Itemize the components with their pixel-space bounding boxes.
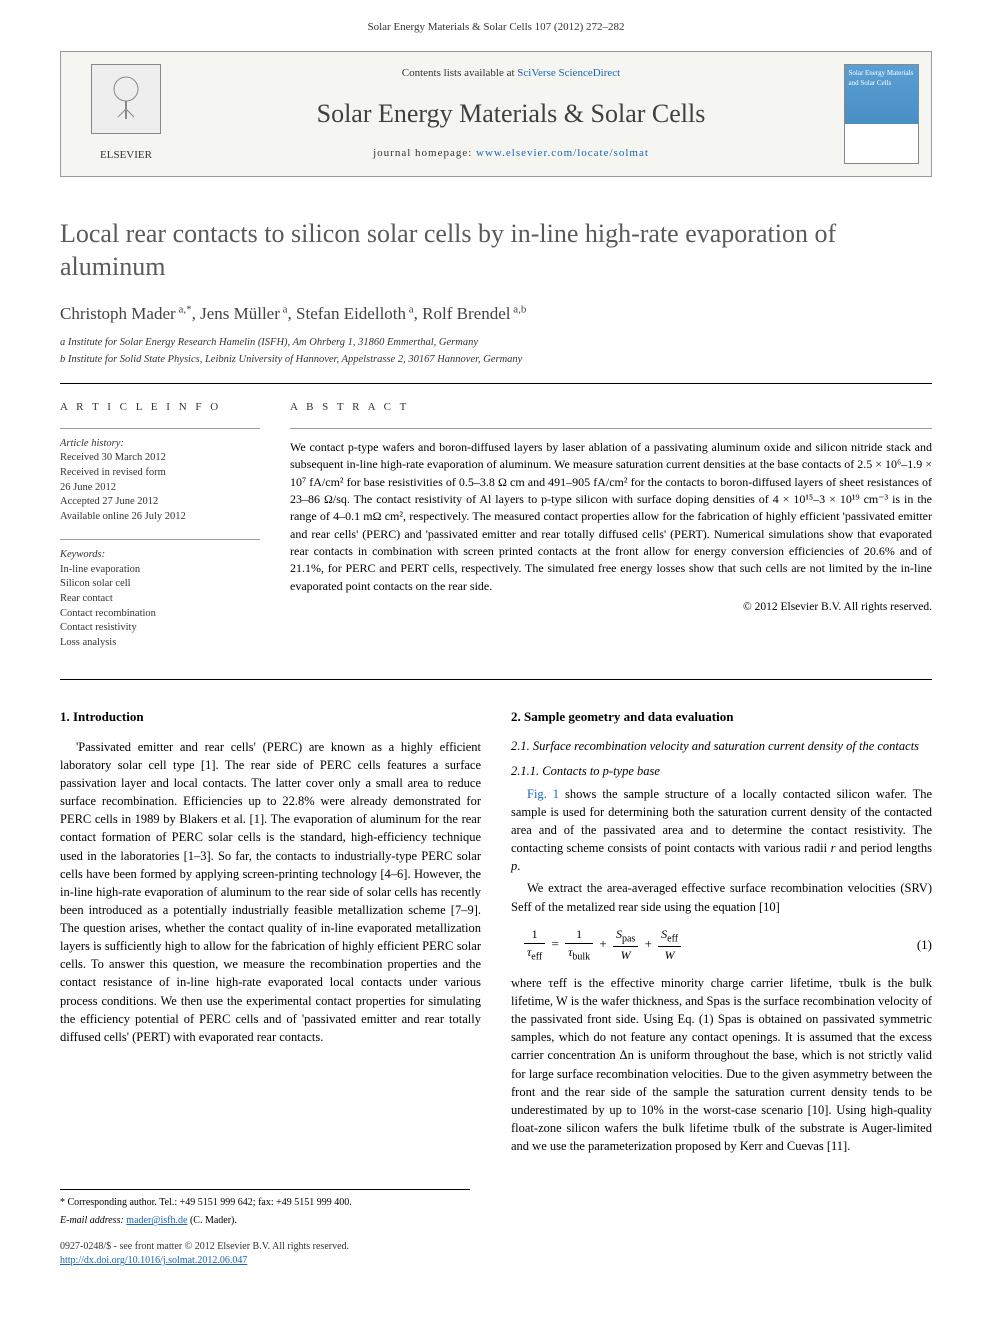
publisher-name: ELSEVIER — [100, 148, 152, 163]
body-paragraph: Fig. 1 shows the sample structure of a l… — [511, 785, 932, 876]
publisher-block: ELSEVIER — [61, 52, 191, 175]
corresponding-author-note: * Corresponding author. Tel.: +49 5151 9… — [60, 1196, 470, 1210]
section-1-heading: 1. Introduction — [60, 708, 481, 726]
publication-footer: 0927-0248/$ - see front matter © 2012 El… — [60, 1240, 932, 1268]
right-column: 2. Sample geometry and data evaluation 2… — [511, 708, 932, 1160]
body-paragraph: We extract the area-averaged effective s… — [511, 879, 932, 915]
affiliations: a Institute for Solar Energy Research Ha… — [60, 336, 932, 367]
footnotes: * Corresponding author. Tel.: +49 5151 9… — [60, 1189, 470, 1228]
journal-homepage-link[interactable]: www.elsevier.com/locate/solmat — [476, 147, 649, 159]
article-history: Article history: Received 30 March 2012 … — [60, 437, 260, 525]
author-list: Christoph Mader a,*, Jens Müller a, Stef… — [60, 302, 932, 326]
section-2-1-1-heading: 2.1.1. Contacts to p-type base — [511, 763, 932, 781]
journal-homepage-line: journal homepage: www.elsevier.com/locat… — [201, 146, 821, 161]
equation-1: 1τeff = 1τbulk + SpasW + SeffW (1) — [511, 926, 932, 964]
keywords-block: Keywords: In-line evaporation Silicon so… — [60, 548, 260, 651]
journal-masthead: ELSEVIER Contents lists available at Sci… — [60, 51, 932, 176]
body-paragraph: where τeff is the effective minority cha… — [511, 974, 932, 1155]
abstract-heading: A B S T R A C T — [290, 400, 932, 415]
elsevier-tree-icon — [91, 64, 161, 134]
body-columns: 1. Introduction 'Passivated emitter and … — [60, 708, 932, 1160]
figure-ref-link[interactable]: Fig. 1 — [527, 787, 559, 801]
section-2-heading: 2. Sample geometry and data evaluation — [511, 708, 932, 726]
running-header: Solar Energy Materials & Solar Cells 107… — [0, 0, 992, 41]
left-column: 1. Introduction 'Passivated emitter and … — [60, 708, 481, 1160]
email-line: E-mail address: mader@isfh.de (C. Mader)… — [60, 1214, 470, 1228]
doi-link[interactable]: http://dx.doi.org/10.1016/j.solmat.2012.… — [60, 1255, 247, 1266]
section-2-1-heading: 2.1. Surface recombination velocity and … — [511, 738, 932, 756]
affiliation-a: a Institute for Solar Energy Research Ha… — [60, 336, 932, 351]
journal-reference: Solar Energy Materials & Solar Cells 107… — [367, 20, 624, 35]
abstract-copyright: © 2012 Elsevier B.V. All rights reserved… — [290, 599, 932, 615]
journal-title: Solar Energy Materials & Solar Cells — [201, 96, 821, 132]
affiliation-b: b Institute for Solid State Physics, Lei… — [60, 353, 932, 368]
divider — [60, 679, 932, 680]
author-email-link[interactable]: mader@isfh.de — [126, 1215, 187, 1226]
abstract-block: A B S T R A C T We contact p-type wafers… — [290, 384, 932, 664]
journal-cover-thumbnail: Solar Energy Materials and Solar Cells — [844, 64, 919, 164]
contents-available-line: Contents lists available at SciVerse Sci… — [201, 66, 821, 81]
intro-paragraph: 'Passivated emitter and rear cells' (PER… — [60, 738, 481, 1046]
equation-number: (1) — [902, 936, 932, 954]
equation-body: 1τeff = 1τbulk + SpasW + SeffW — [511, 926, 902, 964]
masthead-center: Contents lists available at SciVerse Sci… — [191, 52, 831, 175]
sciencedirect-link[interactable]: SciVerse ScienceDirect — [517, 67, 620, 79]
issn-line: 0927-0248/$ - see front matter © 2012 El… — [60, 1240, 932, 1254]
article-info-block: A R T I C L E I N F O Article history: R… — [60, 384, 260, 664]
info-abstract-row: A R T I C L E I N F O Article history: R… — [60, 384, 932, 664]
article-info-heading: A R T I C L E I N F O — [60, 400, 260, 415]
abstract-text: We contact p-type wafers and boron-diffu… — [290, 439, 932, 596]
cover-thumbnail-block: Solar Energy Materials and Solar Cells — [831, 52, 931, 175]
article-title: Local rear contacts to silicon solar cel… — [60, 217, 932, 285]
